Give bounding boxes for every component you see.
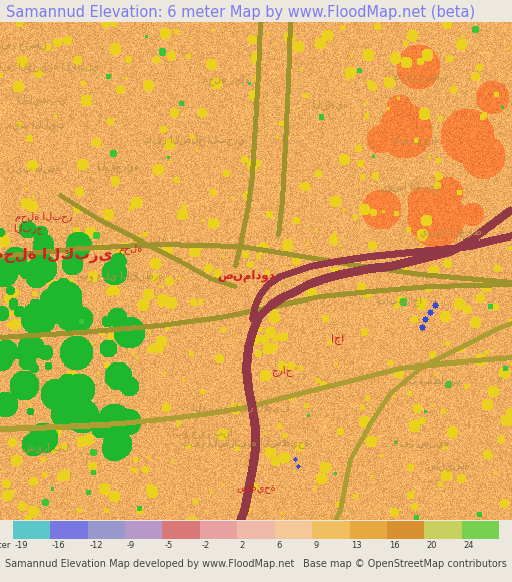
Text: 9: 9 [314,541,319,549]
Bar [462,521,499,539]
Text: الليثبي: الليثبي [16,94,66,105]
Text: الدرس وكفر لطيف: الدرس وكفر لطيف [191,402,290,413]
Text: جراح: جراح [271,365,292,376]
Text: ابو علي القنطره: ابو علي القنطره [77,271,163,281]
Bar [350,521,387,539]
Text: الراهص: الراهص [157,236,191,246]
Text: -16: -16 [52,541,66,549]
Bar [13,521,50,539]
Text: -19: -19 [15,541,28,549]
Text: درب سطارس: درب سطارس [399,375,461,385]
Text: -5: -5 [164,541,173,549]
Text: محلة البحر: محلة البحر [15,211,72,222]
Text: Samannud Elevation Map developed by www.FloodMap.net: Samannud Elevation Map developed by www.… [5,559,294,569]
Text: 13: 13 [351,541,362,549]
Text: كفر حسان: كفر حسان [393,72,447,82]
Text: البرج: البرج [13,223,43,234]
Text: ميت الليث: ميت الليث [6,119,66,130]
Bar [387,521,424,539]
Text: -12: -12 [90,541,103,549]
Bar [312,521,350,539]
Text: الفجريه: الفجريه [96,161,139,172]
Text: كفر السرافوه السطيحة: كفر السرافوه السطيحة [182,437,309,448]
Bar [50,521,88,539]
Text: 16: 16 [389,541,399,549]
Text: 2: 2 [239,541,244,549]
Bar [200,521,237,539]
Text: م: م [496,373,502,383]
Text: كفر الجنينة القبلي: كفر الجنينة القبلي [0,62,99,72]
Bar [424,521,462,539]
Text: الناهية: الناهية [312,99,349,109]
Bar [88,521,125,539]
Text: يوسا البحر: يوسا البحر [380,181,439,192]
Text: ثابت اجا: ثابت اجا [377,295,422,306]
Text: محلة زياد: محلة زياد [202,74,249,85]
Bar [125,521,162,539]
Text: اجا: اجا [331,332,345,343]
Text: كفر حمزة: كفر حمزة [391,134,439,144]
Bar [162,521,200,539]
Text: دريب هاشم: دريب هاشم [6,164,60,175]
Bar [237,521,275,539]
Text: ابو جير بنا: ابو جير بنا [172,427,232,438]
Text: -9: -9 [127,541,135,549]
Text: كفر الصلح البحري: كفر الصلح البحري [144,134,245,144]
Text: 6: 6 [276,541,282,549]
Text: Base map © OpenStreetMap contributors: Base map © OpenStreetMap contributors [303,559,507,569]
Text: meter: meter [0,541,10,549]
Text: المحلة الكبرى: المحلة الكبرى [0,249,113,264]
Text: كفر سنية: كفر سنية [391,437,449,448]
Text: محلة: محلة [118,243,143,254]
Text: 24: 24 [464,541,474,549]
Text: شيرا بل: شيرا بل [23,442,69,453]
Text: يوسا الغيط: يوسا الغيط [420,226,481,236]
Text: Samannud Elevation: 6 meter Map by www.FloodMap.net (beta): Samannud Elevation: 6 meter Map by www.F… [6,5,475,20]
Text: 20: 20 [426,541,437,549]
Bar [275,521,312,539]
Text: صنمادود: صنمادود [217,269,274,282]
Text: سنيسة: سنيسة [426,463,470,473]
Text: كفر حسان: كفر حسان [0,39,48,50]
Text: سطيحة: سطيحة [236,482,276,493]
Text: -2: -2 [202,541,210,549]
